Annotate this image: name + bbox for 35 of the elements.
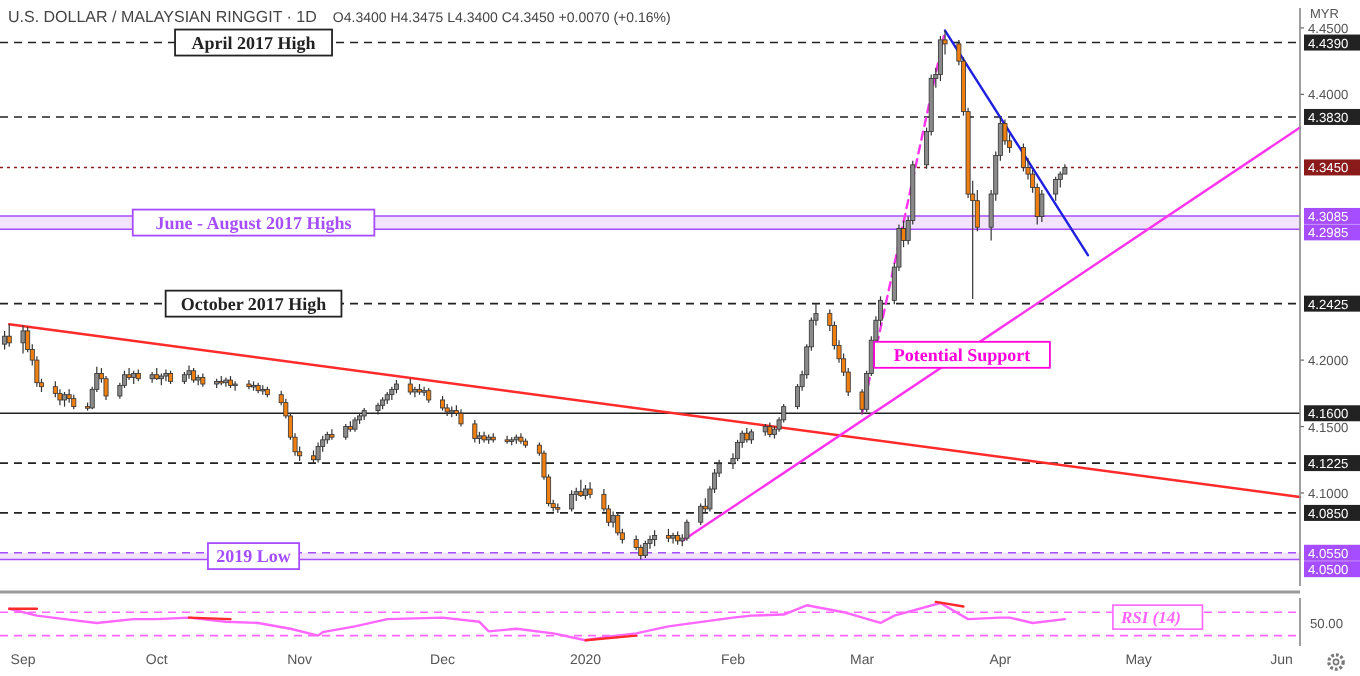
annotation: 2019 Low (216, 546, 292, 567)
candlestick (472, 419, 478, 444)
annotation: June - August 2017 Highs (155, 212, 353, 233)
candlestick (1053, 176, 1059, 202)
annotation: Potential Support (893, 344, 1031, 365)
candlestick (684, 518, 690, 542)
candlestick (421, 386, 427, 397)
candlestick (66, 388, 72, 404)
chart-title: U.S. DOLLAR / MALAYSIAN RINGGIT · 1D (8, 8, 318, 26)
candlestick (20, 324, 26, 355)
candlestick (670, 532, 676, 545)
candlestick (698, 503, 704, 526)
annotation: April 2017 High (191, 32, 316, 53)
candlestick (329, 428, 335, 441)
candlestick (6, 323, 12, 348)
candlestick (615, 512, 621, 537)
candlestick (1020, 142, 1026, 173)
candlestick (647, 534, 653, 550)
candlestick (518, 432, 524, 445)
candlestick (578, 479, 584, 498)
candlestick (735, 439, 741, 462)
candlestick (232, 380, 238, 392)
candlestick (587, 481, 593, 499)
candlestick (781, 403, 787, 424)
candlestick (126, 367, 132, 381)
annotation: October 2017 High (180, 293, 327, 314)
candlestick (223, 376, 229, 388)
text: RSI (14) (1118, 607, 1182, 628)
candlestick (163, 368, 169, 382)
candlestick (186, 364, 192, 380)
candlestick (149, 371, 155, 384)
candlestick (1039, 189, 1045, 223)
candlestick (937, 35, 943, 82)
candlestick (315, 441, 321, 464)
candlestick (412, 386, 418, 398)
